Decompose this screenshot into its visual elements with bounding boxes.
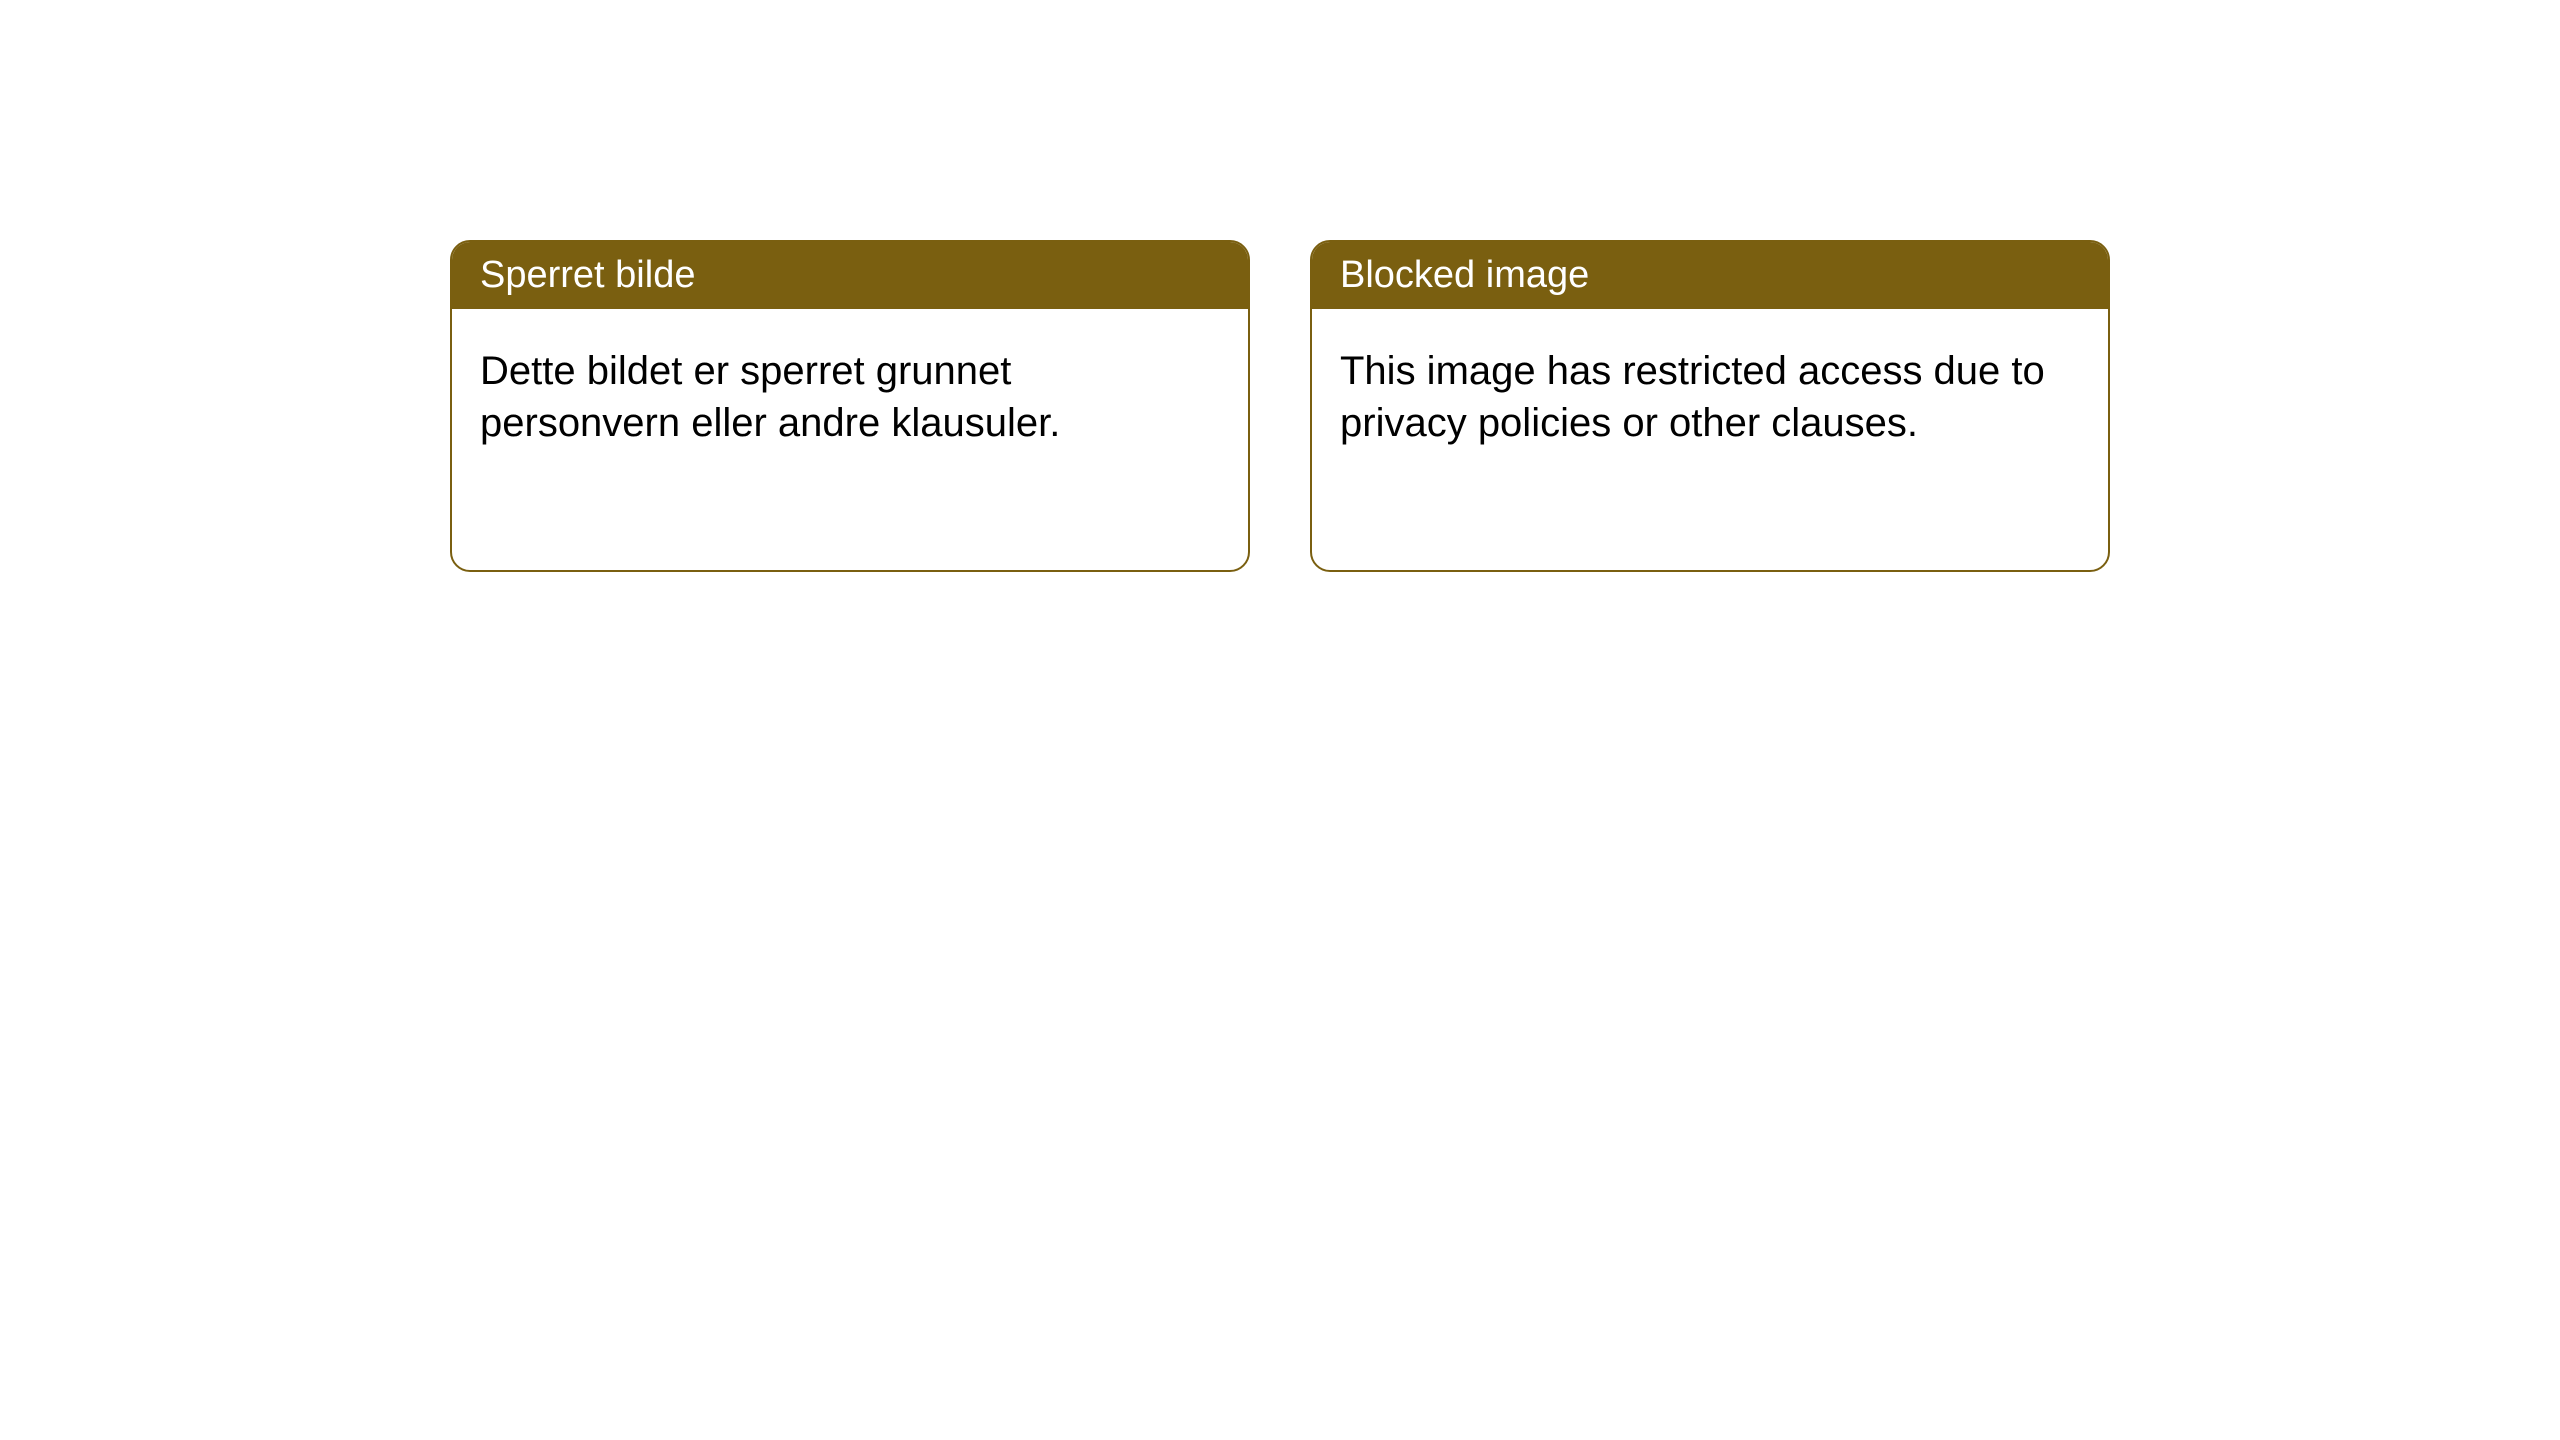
notice-body: This image has restricted access due to … <box>1312 309 2108 485</box>
notice-card-english: Blocked image This image has restricted … <box>1310 240 2110 572</box>
notice-body-text: This image has restricted access due to … <box>1340 349 2045 445</box>
notice-card-norwegian: Sperret bilde Dette bildet er sperret gr… <box>450 240 1250 572</box>
notice-title: Sperret bilde <box>480 254 695 296</box>
notice-title: Blocked image <box>1340 254 1589 296</box>
notice-header: Sperret bilde <box>452 242 1248 309</box>
notice-body: Dette bildet er sperret grunnet personve… <box>452 309 1248 485</box>
notice-header: Blocked image <box>1312 242 2108 309</box>
notice-cards-container: Sperret bilde Dette bildet er sperret gr… <box>450 240 2110 572</box>
notice-body-text: Dette bildet er sperret grunnet personve… <box>480 349 1060 445</box>
